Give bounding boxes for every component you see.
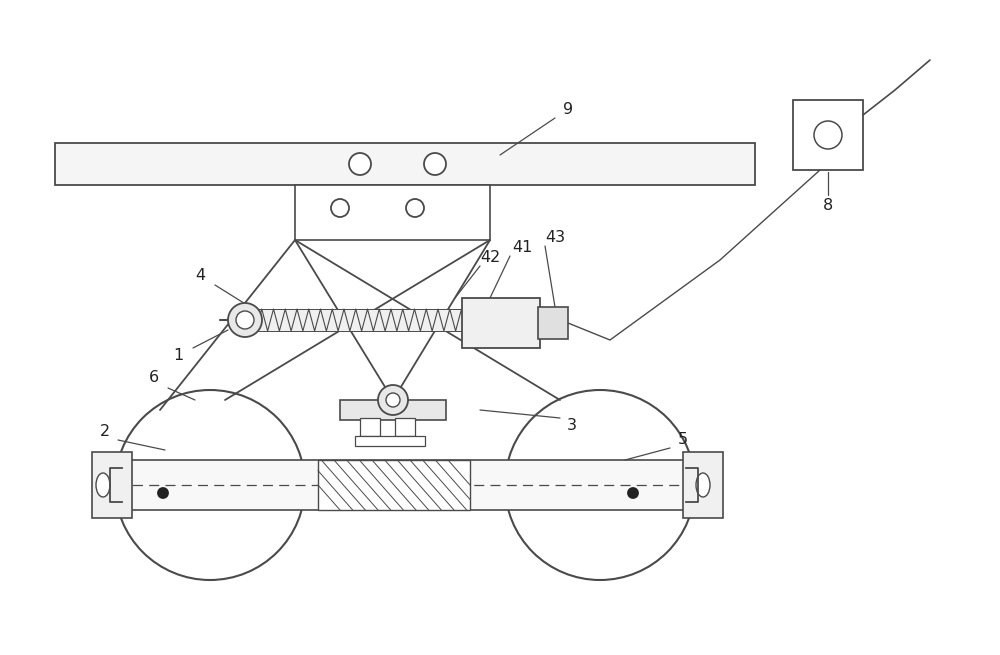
Bar [318, 460, 470, 510]
Bar [395, 418, 415, 436]
Bar [295, 185, 490, 240]
Text: 5: 5 [678, 432, 688, 447]
Circle shape [505, 390, 695, 580]
Circle shape [158, 488, 168, 498]
Bar [683, 452, 723, 518]
Ellipse shape [696, 473, 710, 497]
Circle shape [628, 488, 638, 498]
Bar [538, 307, 568, 339]
Text: 1: 1 [173, 348, 183, 364]
Bar [360, 418, 380, 436]
Text: 4: 4 [195, 267, 205, 282]
Ellipse shape [96, 473, 110, 497]
Bar [355, 436, 425, 446]
Text: 3: 3 [567, 419, 577, 434]
Bar [92, 452, 132, 518]
Bar [245, 309, 490, 331]
Text: 43: 43 [545, 231, 565, 246]
Circle shape [406, 199, 424, 217]
Circle shape [424, 153, 446, 175]
Text: 8: 8 [823, 198, 833, 212]
Text: 41: 41 [512, 240, 532, 255]
Circle shape [331, 199, 349, 217]
Text: 6: 6 [149, 371, 159, 386]
Bar [340, 400, 446, 420]
Bar [55, 143, 755, 185]
Circle shape [814, 121, 842, 149]
Bar [793, 100, 863, 170]
Circle shape [378, 385, 408, 415]
Text: 9: 9 [563, 102, 573, 117]
Bar [462, 298, 540, 348]
Circle shape [386, 393, 400, 407]
Text: 42: 42 [480, 250, 500, 265]
Circle shape [349, 153, 371, 175]
Circle shape [115, 390, 305, 580]
Text: 2: 2 [100, 424, 110, 440]
Bar [95, 460, 720, 510]
Circle shape [228, 303, 262, 337]
Circle shape [236, 311, 254, 329]
